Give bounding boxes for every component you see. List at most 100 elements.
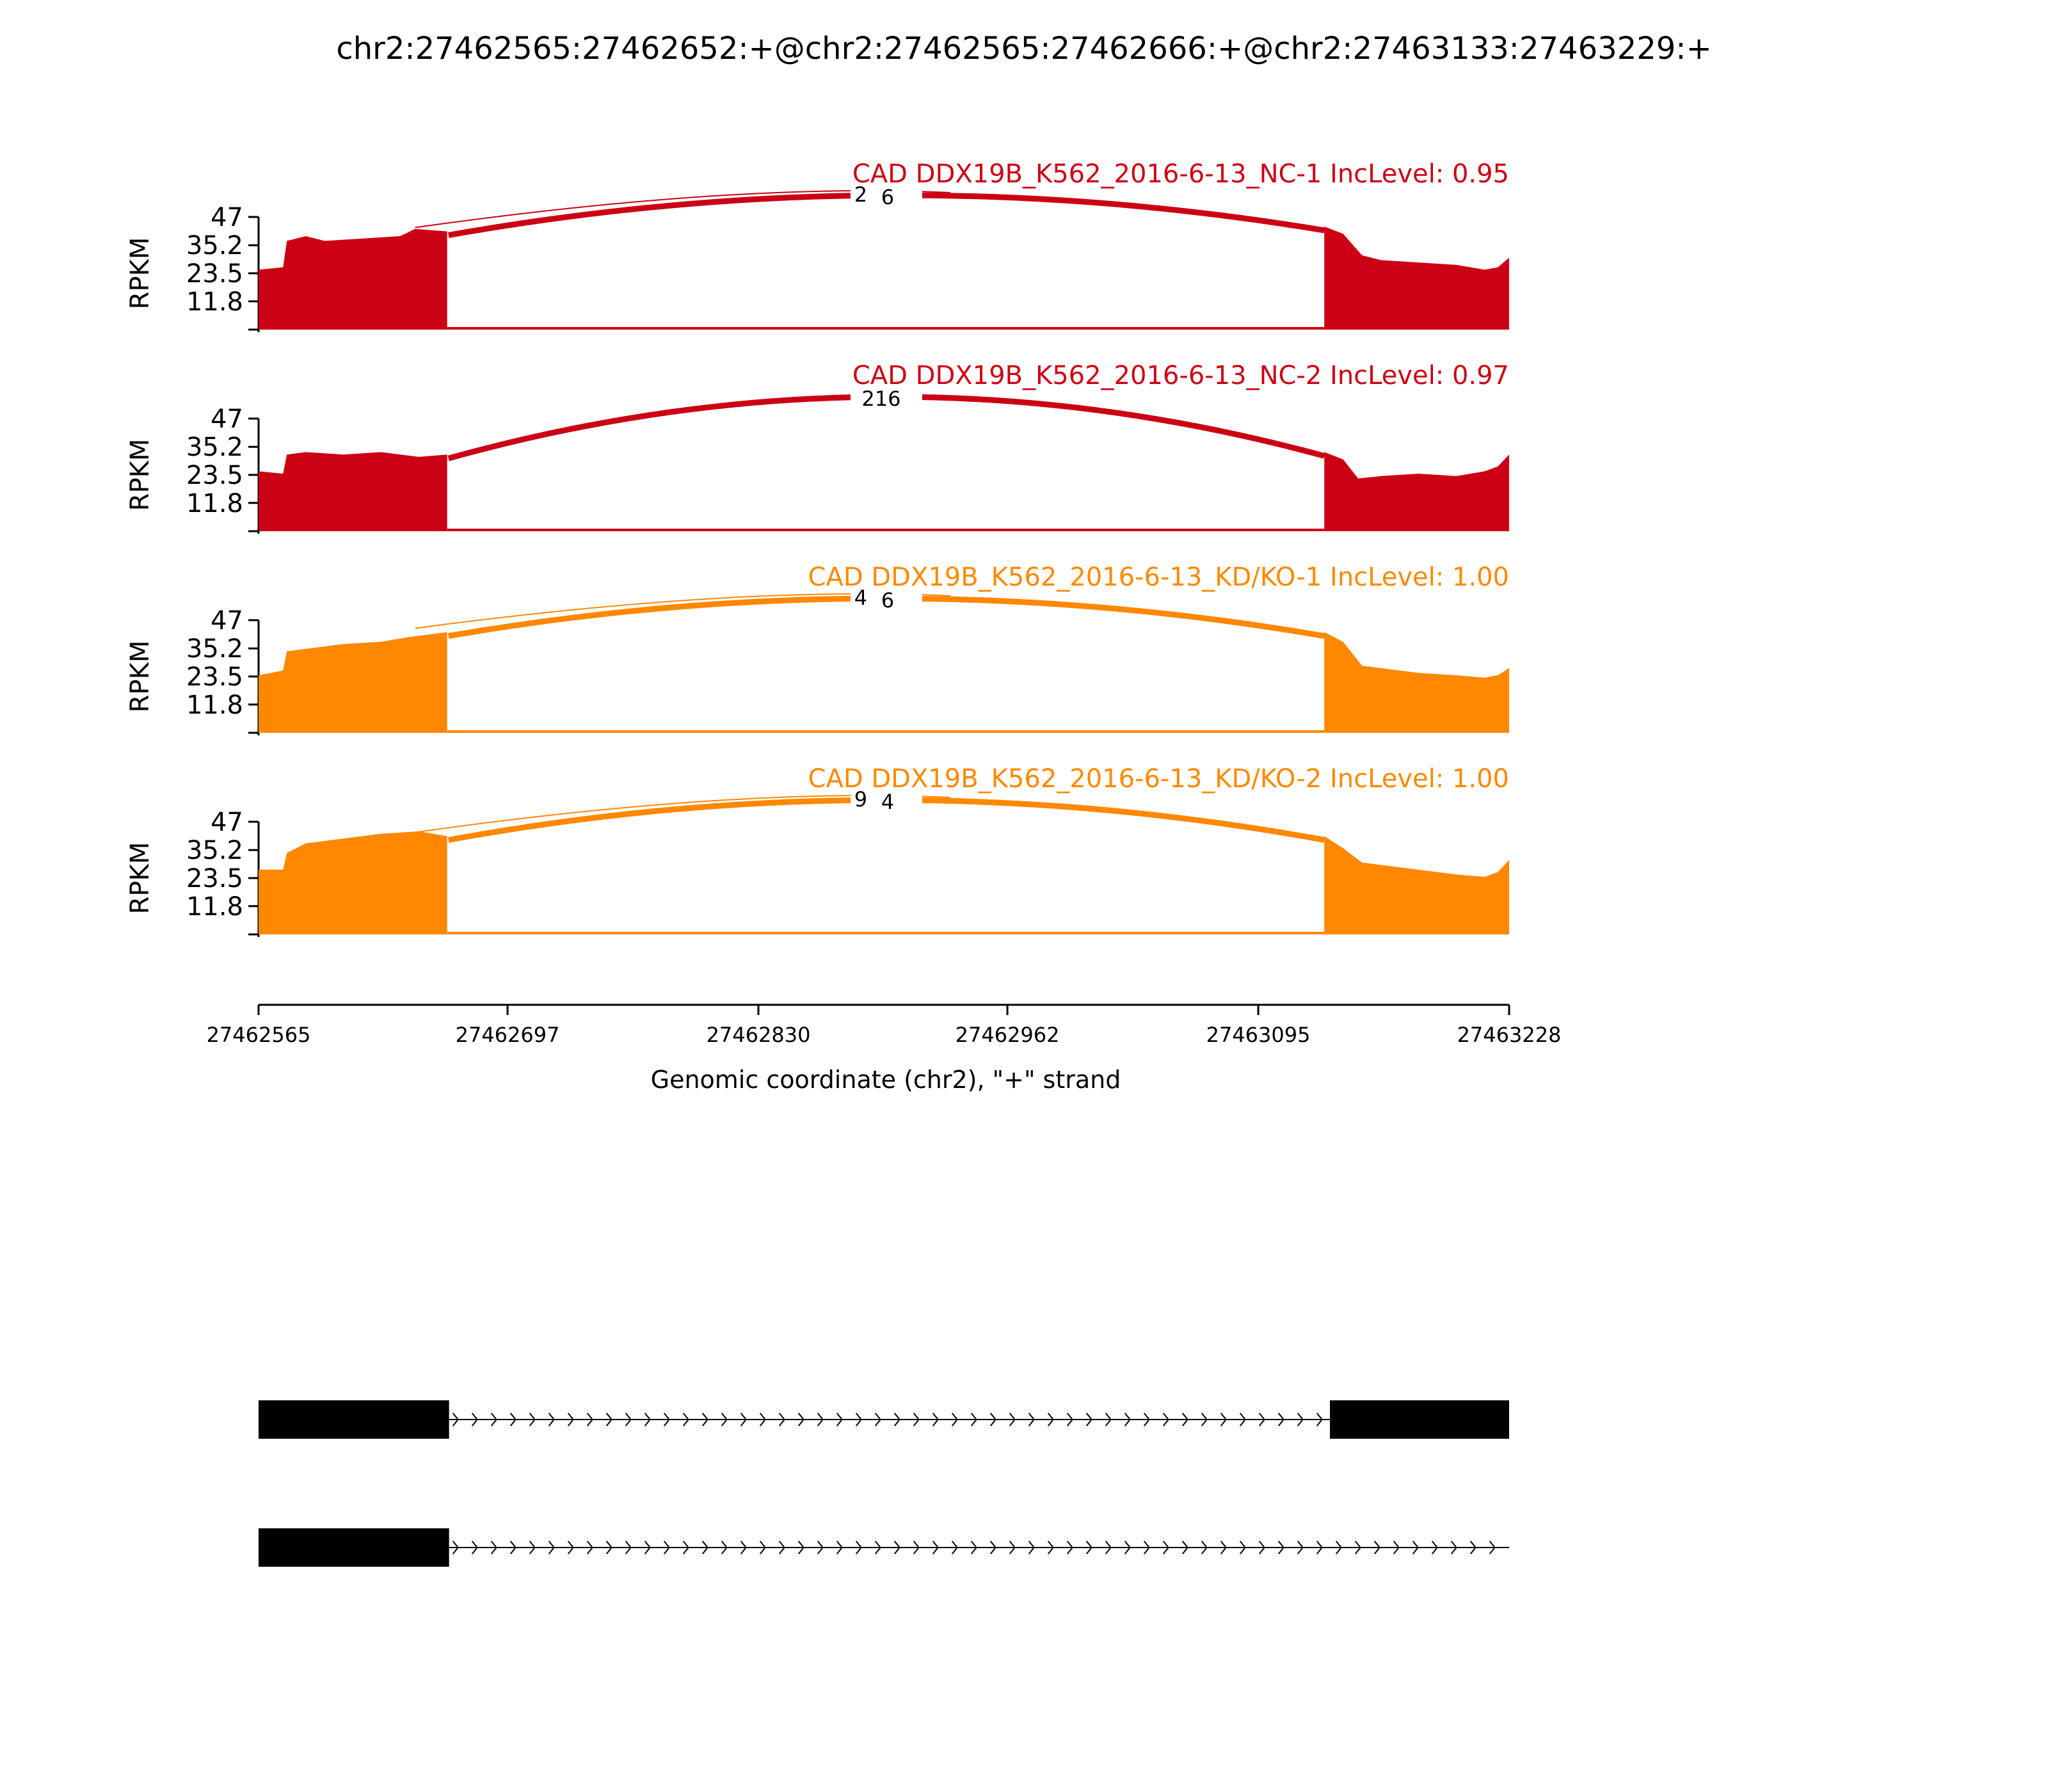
- strand-arrow: [663, 1412, 670, 1427]
- strand-arrow: [1469, 1540, 1476, 1555]
- strand-arrow: [855, 1540, 862, 1555]
- intron-coverage: [447, 327, 1325, 330]
- strand-arrow: [490, 1412, 497, 1427]
- strand-arrow: [932, 1540, 939, 1555]
- strand-arrow: [1009, 1540, 1016, 1555]
- strand-arrow: [1028, 1540, 1035, 1555]
- strand-arrow: [1354, 1540, 1361, 1555]
- exon-block: [259, 1400, 449, 1439]
- strand-arrow: [1162, 1412, 1169, 1427]
- strand-arrow: [586, 1412, 593, 1427]
- strand-arrow: [778, 1412, 785, 1427]
- strand-arrow: [1143, 1540, 1150, 1555]
- strand-arrow: [529, 1412, 536, 1427]
- strand-arrow: [509, 1412, 516, 1427]
- intron-coverage: [447, 932, 1325, 934]
- strand-arrow: [625, 1540, 632, 1555]
- y-tick-label: 23.5: [186, 864, 243, 893]
- junction-count: 6: [881, 588, 894, 612]
- track-title: CAD DDX19B_K562_2016-6-13_NC-1 IncLevel:…: [852, 159, 1509, 189]
- strand-arrow: [1489, 1540, 1496, 1555]
- strand-arrow: [1297, 1540, 1304, 1555]
- y-tick-label: 35.2: [186, 433, 243, 462]
- strand-arrow: [1297, 1412, 1304, 1427]
- strand-arrow: [586, 1540, 593, 1555]
- strand-arrow: [509, 1540, 516, 1555]
- junction-count: 4: [881, 790, 894, 814]
- isoform-model: [259, 1400, 1509, 1439]
- y-tick-label: 35.2: [186, 231, 243, 260]
- strand-arrow: [644, 1540, 651, 1555]
- exon2-coverage: [1324, 227, 1509, 330]
- strand-arrow: [1258, 1540, 1265, 1555]
- strand-arrow: [836, 1540, 843, 1555]
- strand-arrow: [1258, 1412, 1265, 1427]
- strand-arrow: [913, 1412, 920, 1427]
- strand-arrow: [1373, 1540, 1380, 1555]
- strand-arrow: [970, 1540, 977, 1555]
- strand-arrow: [721, 1412, 728, 1427]
- strand-arrow: [529, 1540, 536, 1555]
- strand-arrow: [605, 1412, 612, 1427]
- y-tick-label: 11.8: [186, 287, 243, 317]
- x-tick-label: 27462697: [456, 1023, 560, 1047]
- strand-arrow: [855, 1412, 862, 1427]
- strand-arrow: [778, 1540, 785, 1555]
- strand-arrow: [490, 1540, 497, 1555]
- strand-arrow: [548, 1412, 555, 1427]
- strand-arrow: [1412, 1540, 1419, 1555]
- strand-arrow: [951, 1540, 958, 1555]
- strand-arrow: [1181, 1412, 1188, 1427]
- chart-title: chr2:27462565:27462652:+@chr2:27462565:2…: [336, 31, 1711, 67]
- y-tick-label: 35.2: [186, 634, 243, 664]
- y-tick-label: 11.8: [186, 691, 243, 720]
- strand-arrow: [1450, 1540, 1457, 1555]
- strand-arrow: [682, 1540, 689, 1555]
- strand-arrow: [567, 1412, 574, 1427]
- strand-arrow: [1277, 1540, 1284, 1555]
- y-axis-label: RPKM: [125, 439, 155, 511]
- y-tick-label: 47: [211, 203, 243, 232]
- junction-count: 216: [861, 387, 900, 411]
- junction-label-bg: [850, 586, 922, 611]
- y-tick-label: 23.5: [186, 461, 243, 490]
- y-axis-label: RPKM: [125, 842, 155, 915]
- strand-arrow: [567, 1540, 574, 1555]
- strand-arrow: [1239, 1412, 1246, 1427]
- strand-arrow: [874, 1540, 881, 1555]
- strand-arrow: [1431, 1540, 1438, 1555]
- strand-arrow: [1239, 1540, 1246, 1555]
- strand-arrow: [759, 1412, 766, 1427]
- y-tick-label: 23.5: [186, 259, 243, 289]
- isoform-model: [259, 1528, 1509, 1567]
- exon-block: [259, 1528, 449, 1567]
- exon2-coverage: [1324, 452, 1509, 531]
- junction-label-bg: [850, 384, 922, 410]
- y-tick-label: 11.8: [186, 892, 243, 922]
- strand-arrow: [1105, 1412, 1112, 1427]
- strand-arrow: [1105, 1540, 1112, 1555]
- strand-arrow: [932, 1412, 939, 1427]
- junction-label-bg: [850, 182, 922, 208]
- y-tick-label: 47: [211, 808, 243, 837]
- junction-count: 6: [881, 185, 894, 209]
- strand-arrow: [759, 1540, 766, 1555]
- strand-arrow: [1047, 1412, 1054, 1427]
- junction-count: 2: [854, 182, 867, 207]
- strand-arrow: [893, 1412, 900, 1427]
- strand-arrow: [1085, 1540, 1092, 1555]
- junction-count: 9: [854, 787, 867, 812]
- strand-arrow: [701, 1540, 708, 1555]
- strand-arrow: [740, 1540, 747, 1555]
- strand-arrow: [1201, 1412, 1208, 1427]
- strand-arrow: [644, 1412, 651, 1427]
- x-axis-label: Genomic coordinate (chr2), "+" strand: [651, 1066, 1121, 1094]
- exon1-coverage: [259, 632, 447, 733]
- strand-arrow: [471, 1540, 478, 1555]
- x-tick-label: 27463228: [1457, 1023, 1562, 1047]
- strand-arrow: [1143, 1412, 1150, 1427]
- strand-arrow: [605, 1540, 612, 1555]
- strand-arrow: [836, 1412, 843, 1427]
